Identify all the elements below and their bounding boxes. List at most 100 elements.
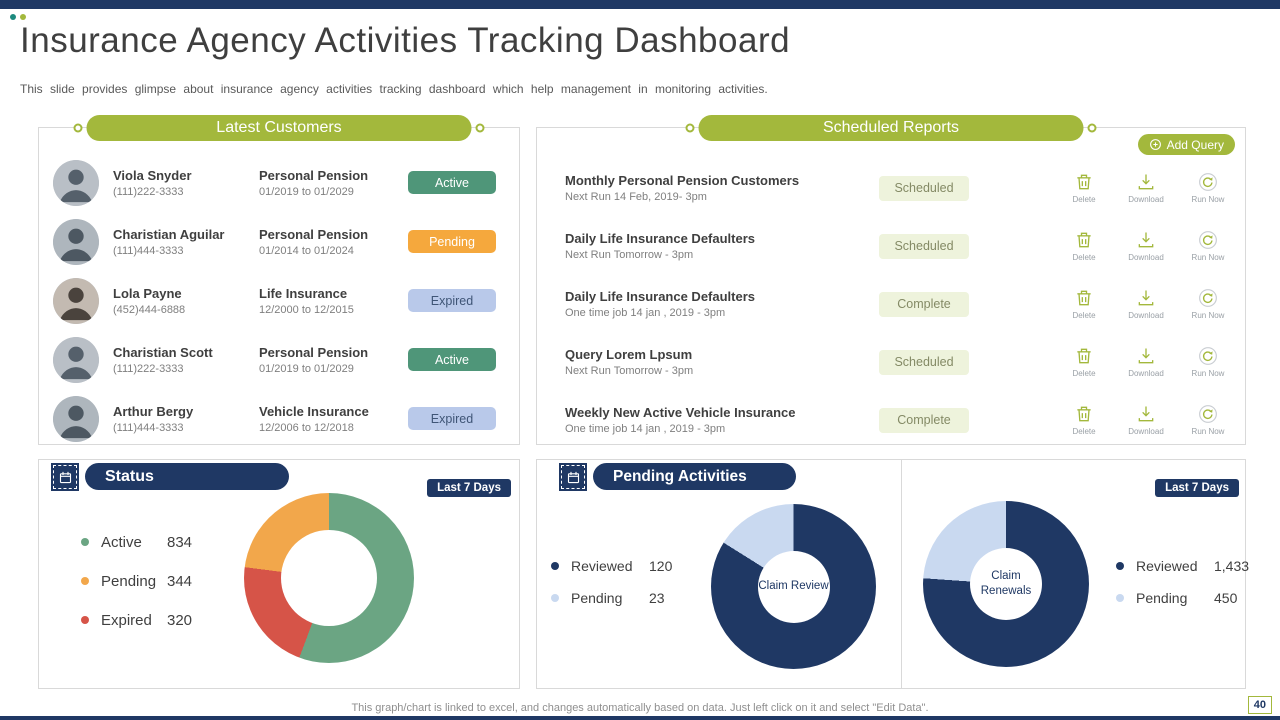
legend-label: Reviewed bbox=[1136, 558, 1198, 574]
report-title: Monthly Personal Pension Customers bbox=[565, 173, 800, 188]
run-now-icon bbox=[1199, 405, 1217, 423]
legend-label: Expired bbox=[101, 611, 152, 629]
claim-renewals-donut-center: Claim Renewals bbox=[970, 548, 1042, 620]
customer-status-badge: Pending bbox=[408, 230, 496, 253]
bottom-accent-bar bbox=[0, 716, 1280, 720]
report-row: Weekly New Active Vehicle Insurance One t… bbox=[537, 391, 1245, 449]
panel-divider bbox=[901, 460, 902, 688]
run-now-button[interactable]: Run Now bbox=[1185, 230, 1231, 262]
status-donut-chart bbox=[244, 493, 414, 663]
customer-product: Life Insurance bbox=[259, 285, 348, 301]
legend-label: Pending bbox=[1136, 590, 1188, 606]
customer-avatar bbox=[53, 159, 99, 206]
legend-label: Pending bbox=[101, 572, 157, 590]
legend-item: Expired 320 bbox=[81, 610, 192, 630]
add-query-button[interactable]: Add Query bbox=[1137, 134, 1235, 155]
legend-label: Reviewed bbox=[571, 558, 633, 574]
run-now-button[interactable]: Run Now bbox=[1185, 288, 1231, 320]
scheduled-reports-panel: Scheduled Reports Add Query Monthly Pers… bbox=[536, 115, 1246, 445]
claim-review-legend: Reviewed 120 Pending 23 bbox=[551, 556, 672, 620]
claim-review-donut-chart: Claim Review bbox=[711, 504, 876, 669]
download-label: Download bbox=[1128, 253, 1164, 262]
status-range-badge: Last 7 Days bbox=[427, 479, 511, 497]
legend-item: Reviewed 120 bbox=[551, 556, 672, 576]
report-title: Query Lorem Lpsum bbox=[565, 347, 693, 362]
delete-button[interactable]: Delete bbox=[1061, 288, 1107, 320]
legend-value: 120 bbox=[649, 558, 673, 574]
download-button[interactable]: Download bbox=[1123, 404, 1169, 436]
trash-icon bbox=[1077, 290, 1091, 306]
legend-dot bbox=[551, 594, 559, 602]
download-button[interactable]: Download bbox=[1123, 288, 1169, 320]
customer-name: Arthur Bergy bbox=[113, 403, 194, 419]
legend-dot bbox=[1116, 562, 1124, 570]
trash-icon bbox=[1077, 232, 1091, 248]
scheduled-reports-header-label: Scheduled Reports bbox=[822, 119, 960, 136]
report-status-badge: Scheduled bbox=[879, 175, 969, 201]
legend-dot bbox=[551, 562, 559, 570]
run-now-button[interactable]: Run Now bbox=[1185, 404, 1231, 436]
trash-icon bbox=[1077, 406, 1091, 422]
legend-dot bbox=[81, 616, 89, 624]
customer-name: Lola Payne bbox=[113, 285, 182, 301]
pill-end-dot bbox=[1087, 123, 1097, 133]
latest-customers-header: Latest Customers bbox=[73, 115, 485, 141]
legend-item: Reviewed 1,433 bbox=[1116, 556, 1249, 576]
delete-button[interactable]: Delete bbox=[1061, 404, 1107, 436]
download-label: Download bbox=[1128, 311, 1164, 320]
report-title: Daily Life Insurance Defaulters bbox=[565, 289, 756, 304]
calendar-icon bbox=[51, 463, 79, 491]
customer-status-badge: Active bbox=[408, 171, 496, 194]
page-title: Insurance Agency Activities Tracking Das… bbox=[20, 21, 791, 60]
download-icon bbox=[1138, 174, 1154, 190]
report-status-badge: Complete bbox=[879, 291, 969, 317]
customer-row: Arthur Bergy (111)444-3333 Vehicle Insura… bbox=[39, 389, 519, 448]
legend-item: Pending 344 bbox=[81, 571, 192, 591]
customer-product: Personal Pension bbox=[259, 344, 369, 360]
download-button[interactable]: Download bbox=[1123, 346, 1169, 378]
scheduled-reports-header: Scheduled Reports bbox=[685, 115, 1097, 141]
report-schedule: Next Run Tomorrow - 3pm bbox=[565, 365, 694, 377]
pill-end-dot bbox=[73, 123, 83, 133]
download-icon bbox=[1138, 406, 1154, 422]
run-now-icon bbox=[1199, 289, 1217, 307]
report-row: Query Lorem Lpsum Next Run Tomorrow - 3pm… bbox=[537, 333, 1245, 391]
claim-renewals-legend: Reviewed 1,433 Pending 450 bbox=[1116, 556, 1249, 620]
calendar-icon bbox=[559, 463, 587, 491]
claim-review-donut-center: Claim Review bbox=[757, 550, 830, 623]
legend-value: 1,433 bbox=[1214, 558, 1250, 574]
pending-activities-title: Pending Activities bbox=[593, 463, 796, 490]
customer-avatar bbox=[53, 336, 99, 383]
delete-button[interactable]: Delete bbox=[1061, 172, 1107, 204]
legend-value: 344 bbox=[167, 572, 193, 590]
report-schedule: One time job 14 jan , 2019 - 3pm bbox=[565, 423, 726, 435]
delete-button[interactable]: Delete bbox=[1061, 230, 1107, 262]
run-now-button[interactable]: Run Now bbox=[1185, 172, 1231, 204]
download-label: Download bbox=[1128, 427, 1164, 436]
report-list: Monthly Personal Pension Customers Next R… bbox=[537, 128, 1245, 449]
latest-customers-header-label: Latest Customers bbox=[216, 119, 342, 136]
customer-product: Personal Pension bbox=[259, 226, 369, 242]
download-button[interactable]: Download bbox=[1123, 230, 1169, 262]
customer-period: 01/2014 to 01/2024 bbox=[259, 244, 354, 257]
legend-dot bbox=[1116, 594, 1124, 602]
customer-product: Vehicle Insurance bbox=[259, 403, 369, 419]
run-now-icon bbox=[1199, 231, 1217, 249]
delete-label: Delete bbox=[1072, 253, 1096, 262]
customer-avatar bbox=[53, 218, 99, 265]
customer-phone: (111)222-3333 bbox=[113, 185, 184, 198]
latest-customers-panel: Latest Customers Viola Snyder (111)222-33… bbox=[38, 115, 520, 448]
page-number: 40 bbox=[1247, 696, 1272, 714]
run-now-label: Run Now bbox=[1191, 369, 1225, 378]
delete-button[interactable]: Delete bbox=[1061, 346, 1107, 378]
download-button[interactable]: Download bbox=[1123, 172, 1169, 204]
run-now-button[interactable]: Run Now bbox=[1185, 346, 1231, 378]
legend-item: Active 834 bbox=[81, 532, 192, 552]
legend-value: 450 bbox=[1214, 590, 1238, 606]
status-legend: Active 834 Pending 344 Expired 320 bbox=[81, 532, 192, 649]
customer-status-badge: Expired bbox=[408, 289, 496, 312]
legend-item: Pending 23 bbox=[551, 588, 672, 608]
customer-period: 01/2019 to 01/2029 bbox=[259, 362, 354, 375]
customer-avatar bbox=[53, 395, 99, 442]
